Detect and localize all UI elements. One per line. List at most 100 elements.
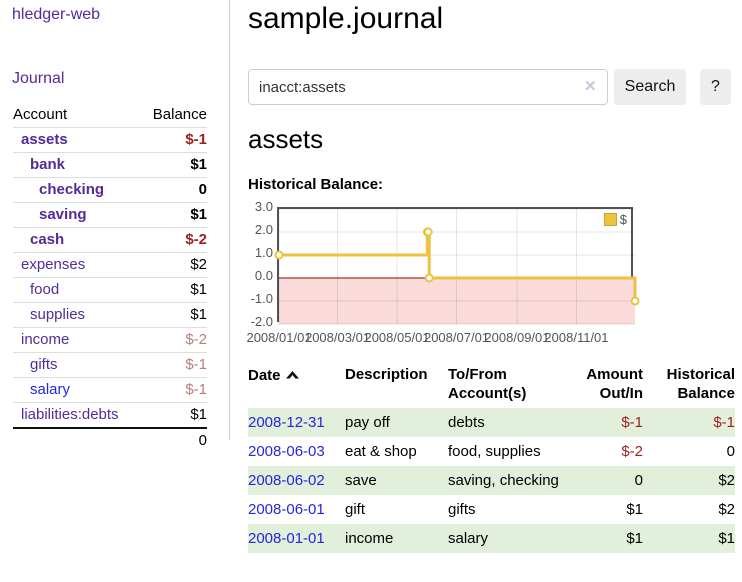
accounts-table-body: assets $-1 bank $1 checking 0 saving $1 cash $-2 e…: [13, 128, 207, 429]
accounts-header-account: Account: [13, 103, 110, 128]
account-balance: $-2: [185, 331, 207, 348]
account-balance: $-2: [185, 231, 207, 248]
transaction-description: income: [345, 530, 394, 547]
account-row: liabilities:debts $1: [13, 402, 207, 429]
account-balance: $1: [190, 206, 207, 223]
account-link[interactable]: gifts: [30, 356, 58, 373]
app-title-link[interactable]: hledger-web: [12, 6, 101, 23]
account-link[interactable]: food: [30, 281, 60, 298]
transaction-amount: $1: [626, 530, 643, 547]
account-link[interactable]: expenses: [21, 256, 86, 273]
y-axis-tick-label: 3.0: [254, 199, 273, 214]
x-axis-tick-label: 2008/01/01: [246, 330, 312, 345]
transaction-description: save: [345, 472, 377, 489]
transaction-accounts: saving, checking: [448, 472, 559, 489]
y-axis-tick-label: -2.0: [250, 314, 273, 329]
chart-svg: [274, 208, 640, 325]
account-row: cash $-2: [13, 227, 207, 253]
account-link[interactable]: assets: [21, 131, 68, 148]
x-axis-tick-label: 2008/05/01: [364, 330, 430, 345]
transaction-date-link[interactable]: 2008-06-01: [248, 501, 325, 518]
accounts-header-balance: Balance: [110, 103, 207, 128]
y-axis-tick-label: -1.0: [250, 291, 273, 306]
balance-chart: 3.0 2.0 1.0 0.0 -1.0 -2.0 $ 2008/01/01 2008/03…: [240, 199, 740, 345]
sidebar-item-journal[interactable]: Journal: [12, 70, 65, 87]
account-row: supplies $1: [13, 302, 207, 328]
register-row: 2008-01-01 income salary $1 $1: [248, 524, 735, 553]
transaction-accounts: food, supplies: [448, 443, 541, 460]
account-row: saving $1: [13, 202, 207, 228]
register-header-date[interactable]: Date: [248, 360, 345, 408]
main-content: sample.journal ✕ Search ? assets Histori…: [246, 0, 742, 582]
account-balance: $1: [190, 156, 207, 173]
search-input[interactable]: [248, 69, 608, 105]
sidebar: hledger-web Journal Account Balance asse…: [0, 0, 230, 449]
register-row: 2008-06-02 save saving, checking 0 $2: [248, 466, 735, 495]
account-balance: $1: [190, 281, 207, 298]
transaction-balance: $-1: [713, 414, 735, 431]
register-header-balance: Historical Balance: [666, 366, 735, 402]
register-header-description: Description: [345, 366, 428, 383]
account-row: checking 0: [13, 177, 207, 203]
account-row: food $1: [13, 277, 207, 303]
search-button[interactable]: Search: [614, 69, 686, 105]
x-axis-tick-label: 2008/03/01: [304, 330, 371, 345]
account-link[interactable]: income: [21, 331, 70, 348]
account-link[interactable]: cash: [30, 231, 65, 248]
register-row: 2008-12-31 pay off debts $-1 $-1: [248, 408, 735, 437]
account-row: salary $-1: [13, 377, 207, 403]
y-axis-tick-label: 2.0: [254, 222, 273, 237]
account-balance: $-1: [185, 131, 207, 148]
transaction-date-link[interactable]: 2008-06-03: [248, 443, 325, 460]
page-title: sample.journal: [248, 2, 444, 35]
transaction-description: gift: [345, 501, 366, 518]
account-row: bank $1: [13, 152, 207, 178]
x-axis-tick-label: 2008/11/01: [544, 330, 609, 345]
transaction-date-link[interactable]: 2008-12-31: [248, 414, 325, 431]
y-axis-tick-label: 0.0: [254, 268, 273, 283]
account-row: expenses $2: [13, 252, 207, 278]
account-balance: $-1: [185, 381, 207, 398]
x-axis-tick-label: 2008/09/01: [484, 330, 550, 345]
account-link[interactable]: saving: [39, 206, 87, 223]
transaction-balance: $1: [718, 530, 735, 547]
transaction-amount: $-1: [621, 414, 643, 431]
register-header-amount: Amount Out/In: [586, 366, 643, 402]
account-row: income $-2: [13, 327, 207, 353]
x-axis-tick-label: 2008/07/01: [423, 330, 490, 345]
account-heading: assets: [248, 124, 324, 154]
clear-search-icon[interactable]: ✕: [584, 78, 597, 95]
account-link[interactable]: bank: [30, 156, 66, 173]
accounts-table: Account Balance assets $-1 bank $1 checking 0…: [13, 103, 207, 453]
account-balance: $1: [190, 306, 207, 323]
account-link[interactable]: supplies: [30, 306, 86, 323]
chevron-up-icon: [285, 365, 300, 384]
accounts-total-value: 0: [198, 432, 207, 449]
register-header-accounts: To/From Account(s): [448, 366, 527, 402]
accounts-total-row: 0: [13, 428, 207, 453]
register-table-body: 2008-12-31 pay off debts $-1 $-1 2008-06-03 ea…: [248, 408, 735, 553]
transaction-amount: $1: [626, 501, 643, 518]
legend-label: $: [619, 212, 627, 227]
chart-legend: $: [603, 212, 627, 227]
transaction-description: eat & shop: [345, 443, 417, 460]
transaction-accounts: salary: [448, 530, 489, 547]
transaction-balance: 0: [726, 443, 735, 460]
legend-swatch-icon: [603, 213, 617, 226]
transaction-balance: $2: [718, 472, 735, 489]
account-link[interactable]: liabilities:debts: [21, 406, 119, 423]
account-link[interactable]: checking: [39, 181, 105, 198]
account-balance: 0: [198, 181, 207, 198]
accounts-header-row: Account Balance: [13, 103, 207, 128]
register-row: 2008-06-03 eat & shop food, supplies $-2 0: [248, 437, 735, 466]
chart-plot-area: $: [274, 207, 640, 325]
account-balance: $2: [190, 256, 207, 273]
transaction-date-link[interactable]: 2008-01-01: [248, 530, 325, 547]
register-row: 2008-06-01 gift gifts $1 $2: [248, 495, 735, 524]
account-link[interactable]: salary: [30, 381, 71, 398]
transaction-balance: $2: [718, 501, 735, 518]
transaction-date-link[interactable]: 2008-06-02: [248, 472, 325, 489]
help-button[interactable]: ?: [700, 69, 731, 105]
account-balance: $-1: [185, 356, 207, 373]
account-balance: $1: [190, 406, 207, 423]
